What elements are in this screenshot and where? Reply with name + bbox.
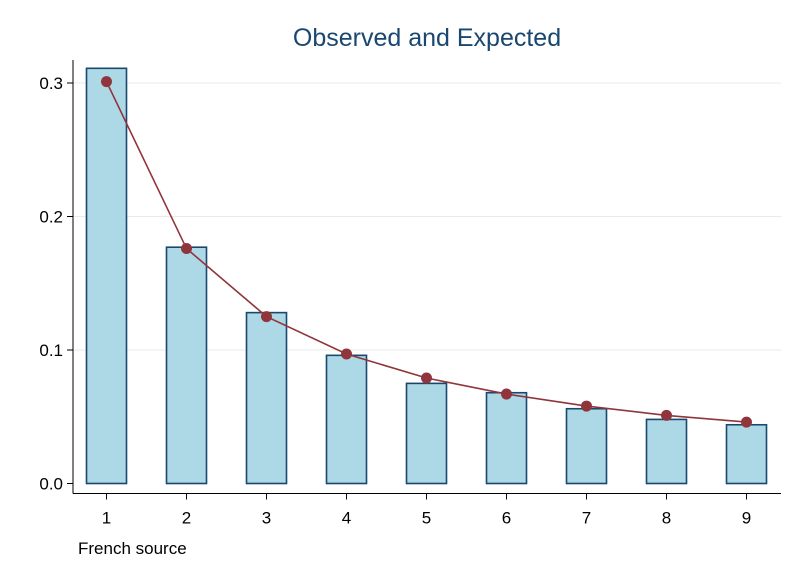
data-point bbox=[581, 400, 592, 412]
bar bbox=[165, 246, 208, 485]
y-tick-label: 0.2 bbox=[39, 208, 63, 227]
bar bbox=[485, 391, 528, 485]
x-axis-label: French source bbox=[78, 539, 187, 558]
bar bbox=[245, 311, 288, 485]
data-point bbox=[181, 243, 192, 255]
x-tick-label: 1 bbox=[102, 509, 111, 528]
x-tick-label: 3 bbox=[262, 509, 271, 528]
chart-title: Observed and Expected bbox=[293, 24, 561, 52]
data-point bbox=[261, 311, 272, 323]
bar bbox=[325, 354, 368, 485]
x-tick-label: 8 bbox=[662, 509, 671, 528]
x-tick-label: 6 bbox=[502, 509, 511, 528]
data-point bbox=[501, 388, 512, 400]
bar bbox=[565, 407, 608, 485]
x-tick-label: 5 bbox=[422, 509, 431, 528]
data-point bbox=[421, 372, 432, 384]
x-tick-label: 2 bbox=[182, 509, 191, 528]
data-point bbox=[661, 409, 672, 421]
data-point bbox=[741, 416, 752, 428]
y-tick-label: 0.0 bbox=[39, 475, 63, 494]
axes bbox=[67, 60, 781, 500]
data-point bbox=[341, 348, 352, 360]
bar bbox=[405, 382, 448, 485]
x-tick-label: 4 bbox=[342, 509, 351, 528]
bar bbox=[85, 67, 128, 485]
bar bbox=[645, 418, 688, 485]
y-tick-label: 0.3 bbox=[39, 74, 63, 93]
tick-labels: 0.0 0.1 0.2 0.3 1 2 3 4 5 6 7 8 9 bbox=[39, 74, 751, 528]
expected-line bbox=[101, 76, 752, 428]
x-tick-label: 7 bbox=[582, 509, 591, 528]
x-tick-label: 9 bbox=[742, 509, 751, 528]
data-point bbox=[101, 76, 112, 88]
y-tick-label: 0.1 bbox=[39, 341, 63, 360]
bar bbox=[725, 423, 768, 485]
